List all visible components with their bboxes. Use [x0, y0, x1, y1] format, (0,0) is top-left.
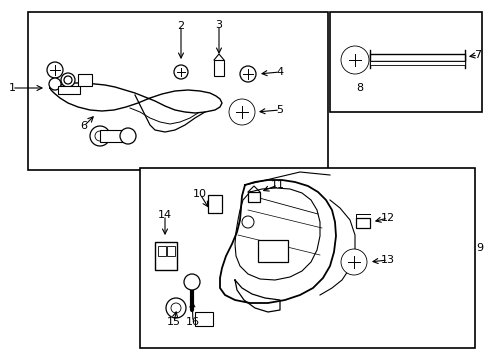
Bar [28, 12, 327, 170]
Circle shape [228, 99, 254, 125]
Circle shape [120, 128, 136, 144]
Text: 12: 12 [380, 213, 394, 223]
Text: 10: 10 [193, 189, 206, 199]
Bar [155, 242, 177, 270]
Circle shape [242, 216, 253, 228]
Text: 7: 7 [473, 50, 481, 60]
Bar [158, 246, 165, 256]
Circle shape [240, 66, 256, 82]
Text: 6: 6 [81, 121, 87, 131]
Bar [167, 246, 175, 256]
Circle shape [183, 274, 200, 290]
Text: 8: 8 [356, 83, 363, 93]
Bar [214, 60, 224, 76]
Text: 15: 15 [167, 317, 181, 327]
Circle shape [95, 131, 105, 141]
Text: 5: 5 [276, 105, 283, 115]
Circle shape [171, 303, 181, 313]
Bar [140, 168, 474, 348]
Circle shape [340, 46, 368, 74]
Bar [247, 192, 260, 202]
Bar [100, 130, 128, 142]
Text: 2: 2 [177, 21, 184, 31]
Text: 1: 1 [8, 83, 16, 93]
Circle shape [90, 126, 110, 146]
Bar [369, 61, 464, 65]
Circle shape [232, 103, 250, 121]
Bar [258, 240, 287, 262]
Bar [369, 54, 464, 61]
Circle shape [174, 65, 187, 79]
Circle shape [345, 50, 364, 70]
Circle shape [47, 62, 63, 78]
Bar [355, 218, 369, 228]
Circle shape [49, 78, 61, 90]
Circle shape [64, 76, 72, 84]
Bar [58, 86, 80, 94]
Circle shape [340, 249, 366, 275]
Text: 14: 14 [158, 210, 172, 220]
Circle shape [345, 253, 362, 271]
Bar [78, 74, 92, 86]
Text: 16: 16 [185, 317, 200, 327]
Bar [329, 12, 481, 112]
Text: 13: 13 [380, 255, 394, 265]
Circle shape [165, 298, 185, 318]
Circle shape [61, 73, 75, 87]
Bar [207, 195, 222, 213]
Bar [195, 312, 213, 326]
Text: 4: 4 [276, 67, 283, 77]
Text: 11: 11 [270, 180, 285, 190]
Text: 9: 9 [475, 243, 483, 253]
Text: 3: 3 [215, 20, 222, 30]
